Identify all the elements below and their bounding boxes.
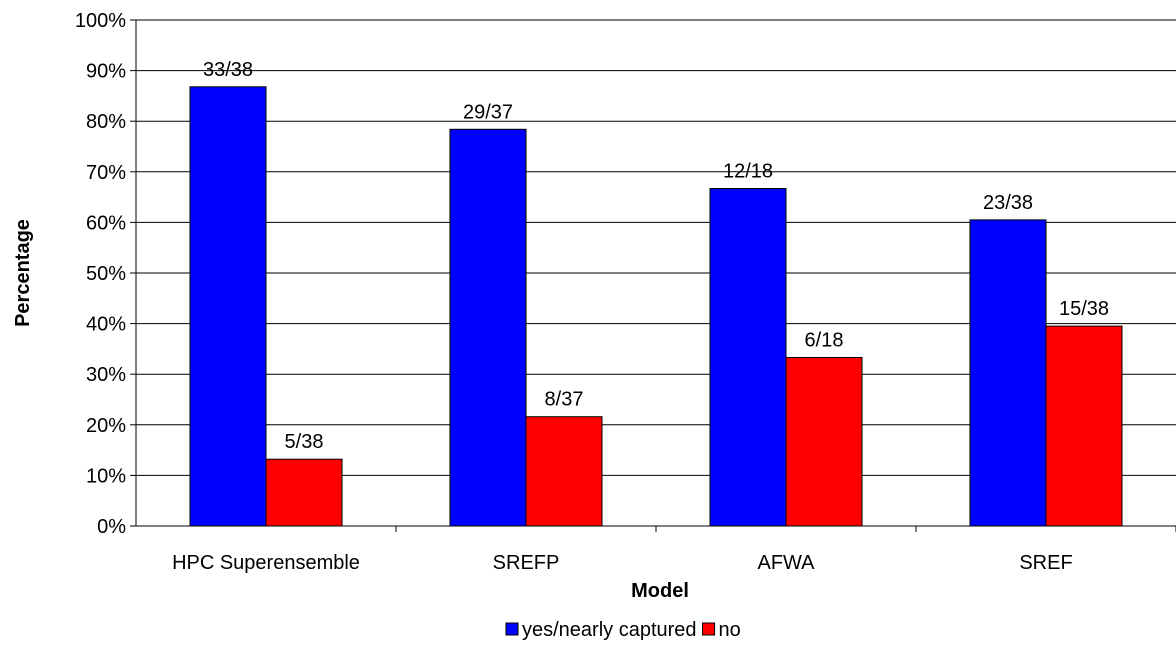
legend-swatch [505, 622, 519, 636]
bar-no [1045, 325, 1123, 527]
y-tick-labels: 0% 10% 20% 30% 40% 50% 60% 70% 80% 90% 100% [75, 10, 126, 538]
legend-item: yes/nearly captured [505, 619, 697, 641]
y-tick-label: 80% [86, 111, 126, 133]
data-label: 23/38 [983, 192, 1033, 214]
y-tick-label: 10% [86, 465, 126, 487]
axes [130, 19, 1176, 532]
x-tick-labels: HPC Superensemble SREFP AFWA SREF [172, 552, 1073, 574]
gridlines [136, 19, 1176, 476]
y-tick-label: 90% [86, 61, 126, 83]
legend-item: no [702, 619, 741, 641]
data-label: 12/18 [723, 160, 773, 182]
legend-swatch [702, 622, 716, 636]
y-tick-label: 40% [86, 314, 126, 336]
data-label: 29/37 [463, 101, 513, 123]
x-tick-label: AFWA [757, 552, 815, 574]
bar-no [265, 458, 343, 527]
data-label: 5/38 [285, 431, 324, 453]
y-tick-label: 60% [86, 212, 126, 234]
y-tick-label: 0% [97, 516, 126, 538]
legend-label: yes/nearly captured [522, 619, 697, 641]
x-tick-label: SREF [1019, 552, 1072, 574]
bars [189, 86, 1123, 527]
y-tick-label: 30% [86, 364, 126, 386]
legend: yes/nearly captured no [505, 619, 741, 641]
bar-no [785, 357, 863, 527]
bar-yes [969, 219, 1047, 527]
data-label: 15/38 [1059, 298, 1109, 320]
x-axis-title: Model [631, 580, 689, 602]
data-label: 8/37 [545, 389, 584, 411]
bar-yes [449, 128, 527, 527]
y-tick-label: 70% [86, 162, 126, 184]
data-label: 33/38 [203, 59, 253, 81]
bar-yes [189, 86, 267, 527]
legend-label: no [719, 619, 741, 641]
bar-yes [709, 187, 787, 527]
data-label: 6/18 [805, 330, 844, 352]
y-tick-label: 20% [86, 415, 126, 437]
data-labels: 33/38 5/38 29/37 8/37 12/18 6/18 23/38 15/38 [203, 59, 1109, 453]
x-tick-label: SREFP [493, 552, 560, 574]
x-tick-label: HPC Superensemble [172, 552, 360, 574]
bar-no [525, 416, 603, 527]
y-axis-title: Percentage [12, 219, 34, 327]
y-tick-label: 50% [86, 263, 126, 285]
y-tick-label: 100% [75, 10, 126, 32]
